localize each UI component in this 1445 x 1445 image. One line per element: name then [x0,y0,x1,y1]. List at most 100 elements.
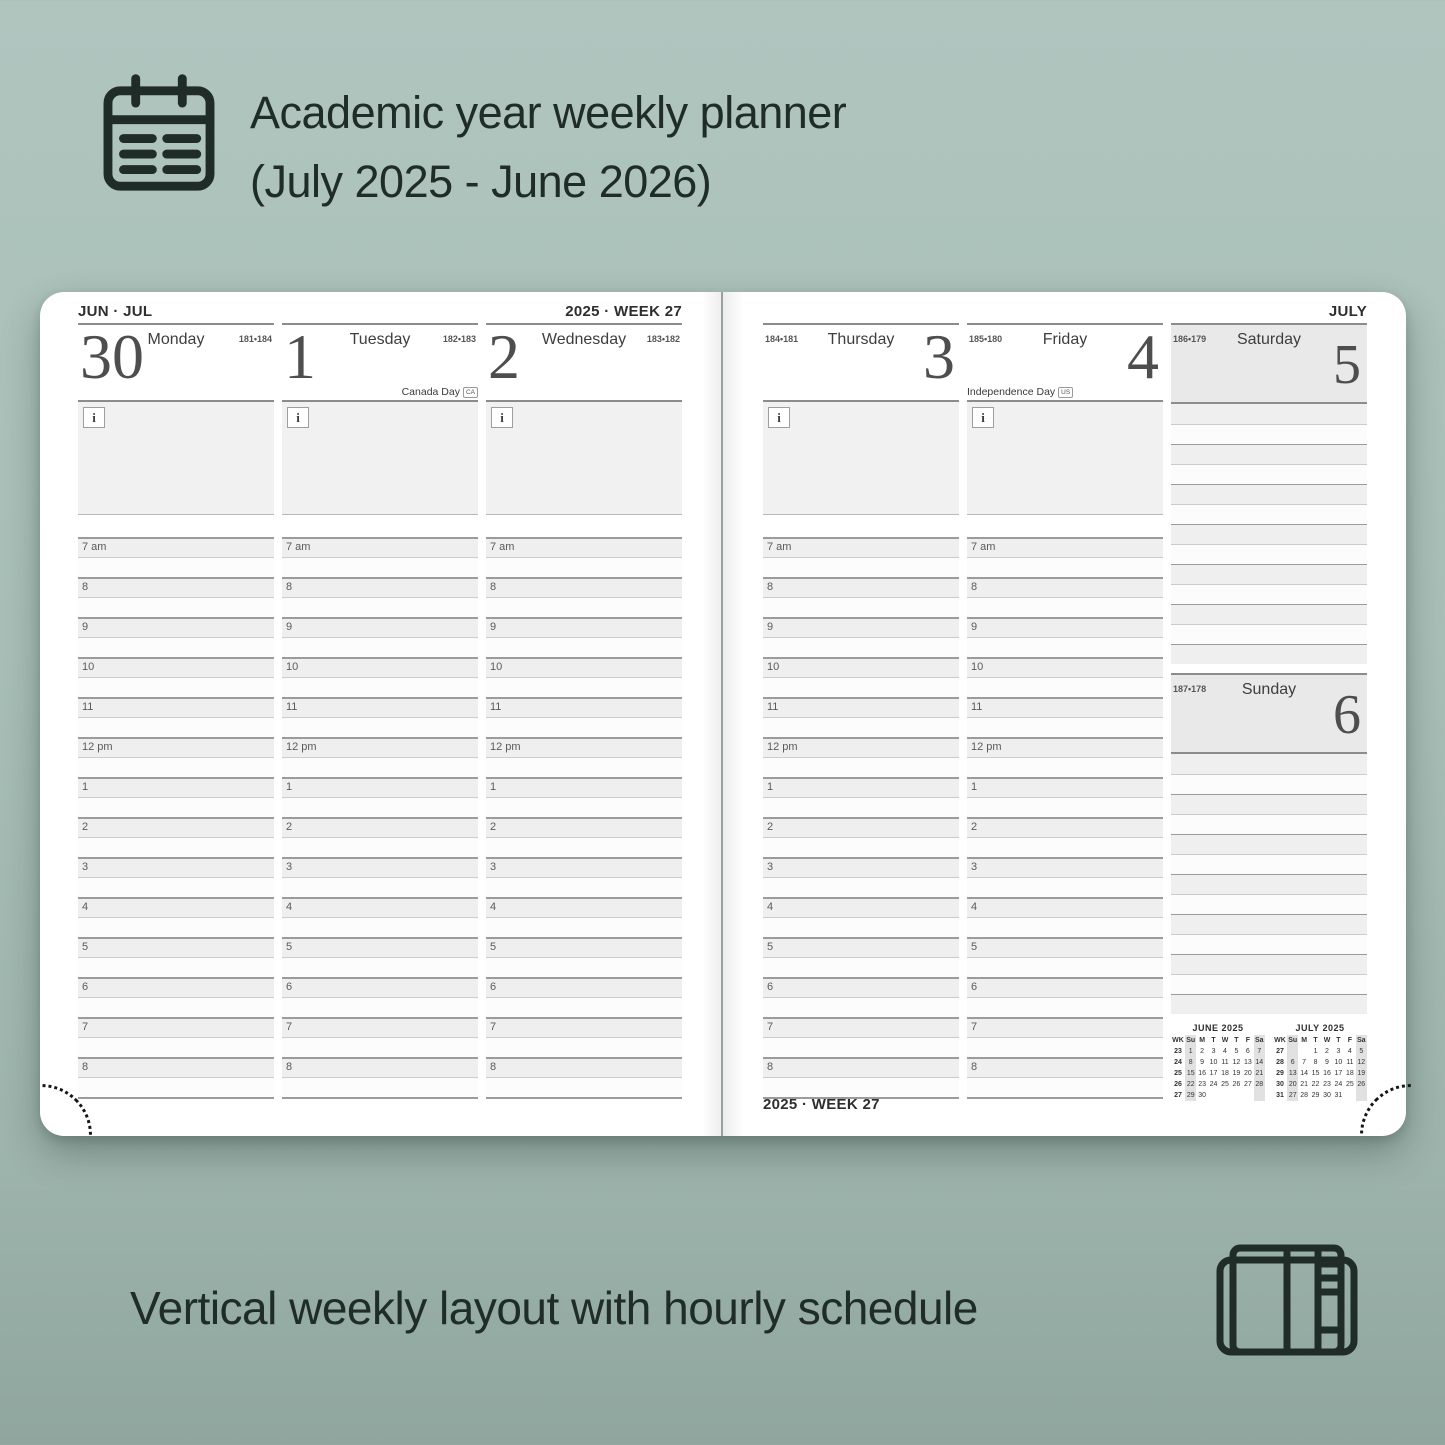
planner-sheet: JUN · JUL 2025 · WEEK 27 JULY 2025 · WEE… [40,292,1406,1136]
mini-calendar-header-cell: M [1199,1037,1206,1044]
ruled-line-row [1171,604,1367,624]
mini-calendar-day-cell: 21 [1253,1068,1265,1079]
hour-row: 11 [967,697,1163,717]
hour-row: 2 [763,817,959,837]
mini-calendar-header-cell: Su [1185,1035,1197,1046]
day-ordinal: 182•183 [442,334,476,344]
hour-row: 7 [967,1017,1163,1037]
half-hour-row [967,797,1163,817]
hour-grid: 7 am 8 9 10 11 12 pm 1 2 3 4 5 6 7 8 [282,537,478,1099]
half-hour-row [763,677,959,697]
mini-calendar-week-number: 28 [1276,1059,1284,1066]
mini-calendar-day-cell: 10 [1334,1059,1343,1066]
page-fold-line [721,292,723,1136]
half-hour-row [763,797,959,817]
mini-calendar-header-cell: T [1313,1037,1318,1044]
half-hour-row [763,877,959,897]
day-ordinal: 186•179 [1173,334,1207,344]
hour-row: 7 am [763,537,959,557]
mini-calendar-day-cell: 29 [1185,1090,1197,1101]
mini-calendar-day-cell: 26 [1355,1079,1367,1090]
half-hour-row [967,837,1163,857]
half-hour-row [282,717,478,737]
hour-row: 7 am [486,537,682,557]
mini-calendar-day-cell: 1 [1185,1046,1197,1057]
half-hour-row [282,677,478,697]
mini-calendar-day-cell: 27 [1287,1090,1299,1101]
hour-row: 10 [282,657,478,677]
ruled-line-row [1171,954,1367,974]
left-page-month-label: JUN · JUL [78,303,153,320]
notes-area: i [282,400,478,515]
hour-row: 7 [78,1017,274,1037]
half-hour-row [78,997,274,1017]
half-hour-row [78,557,274,577]
day-name: Friday [1042,331,1088,348]
half-hour-row [78,637,274,657]
mini-calendar-day-cell: 17 [1209,1070,1218,1077]
mini-calendar-day-cell: 19 [1355,1068,1367,1079]
mini-calendar-day-cell: 25 [1345,1081,1354,1088]
half-hour-row [763,557,959,577]
mini-calendar-grid: WK Su M T W T F Sa 23 1 2 3 4 5 6 7 24 8 9 10 11 12 13 14 25 15 16… [1171,1035,1265,1101]
mini-calendar-day-cell: 14 [1253,1057,1265,1068]
caption-text: Vertical weekly layout with hourly sched… [130,1282,978,1334]
hour-row: 2 [78,817,274,837]
hour-row: 7 am [282,537,478,557]
mini-calendar-week-number: 25 [1174,1070,1182,1077]
mini-calendar-day-cell: 18 [1345,1070,1354,1077]
half-hour-row [486,797,682,817]
mini-calendar-day-cell: 12 [1355,1057,1367,1068]
mini-calendar-day-cell: 12 [1232,1059,1241,1066]
mini-calendar-day-cell: 13 [1287,1068,1299,1079]
day-column-tuesday: 1 Tuesday 182•183 Canada Day CA i 7 am 8 9 10 11 12… [282,323,478,1113]
mini-calendar-day-cell [1242,1090,1253,1101]
ruled-line-row [1171,894,1367,914]
hour-row: 3 [967,857,1163,877]
mini-calendar-day-cell: 11 [1346,1059,1354,1066]
hour-row: 9 [282,617,478,637]
half-hour-row [282,797,478,817]
half-hour-row [78,917,274,937]
half-hour-row [78,837,274,857]
mini-calendar-day-cell: 5 [1234,1048,1239,1055]
mini-calendar-header-cell: T [1211,1037,1216,1044]
notes-area: i [486,400,682,515]
hour-grid: 7 am 8 9 10 11 12 pm 1 2 3 4 5 6 7 8 [967,537,1163,1099]
mini-calendar-day-cell: 9 [1200,1059,1205,1066]
half-hour-row [967,717,1163,737]
day-number: 4 [1127,321,1159,392]
product-title-line2: (July 2025 - June 2026) [250,156,712,207]
hour-row: 11 [763,697,959,717]
weekend-column: 5 Saturday 186•179 6 Sunday 187•178 JUNE 2025 W… [1171,323,1367,1113]
hour-row: 10 [486,657,682,677]
day-column-monday: 30 Monday 181•184 i 7 am 8 9 10 11 12 pm 1 2 3 4 5 6 7 8 [78,323,274,1113]
ruled-line-row [1171,754,1367,774]
mini-calendar-day-cell: 24 [1209,1081,1218,1088]
notes-area: i [78,400,274,515]
hour-row: 1 [282,777,478,797]
half-hour-row [282,917,478,937]
hour-row: 12 pm [486,737,682,757]
day-ordinal: 181•184 [238,334,272,344]
day-name: Sunday [1241,681,1297,698]
mini-calendar-day-cell: 16 [1198,1070,1207,1077]
day-name: Tuesday [349,331,411,348]
hour-row: 12 pm [967,737,1163,757]
holiday-country-badge: US [1058,386,1074,398]
hour-row: 8 [78,1057,274,1077]
mini-calendar-day-cell [1287,1046,1299,1057]
hour-row: 8 [486,1057,682,1077]
mini-calendar-header-cell: F [1347,1037,1352,1044]
half-hour-row [967,597,1163,617]
half-hour-row [763,597,959,617]
mini-calendar-week-number: 29 [1276,1070,1284,1077]
half-hour-row [78,597,274,617]
half-hour-row [763,717,959,737]
hour-row: 4 [486,897,682,917]
day-header-wednesday: 2 Wednesday 183•182 [486,323,682,400]
half-hour-row [486,917,682,937]
hour-row: 7 am [78,537,274,557]
half-hour-row [486,1037,682,1057]
product-title-line1: Academic year weekly planner [250,87,847,138]
